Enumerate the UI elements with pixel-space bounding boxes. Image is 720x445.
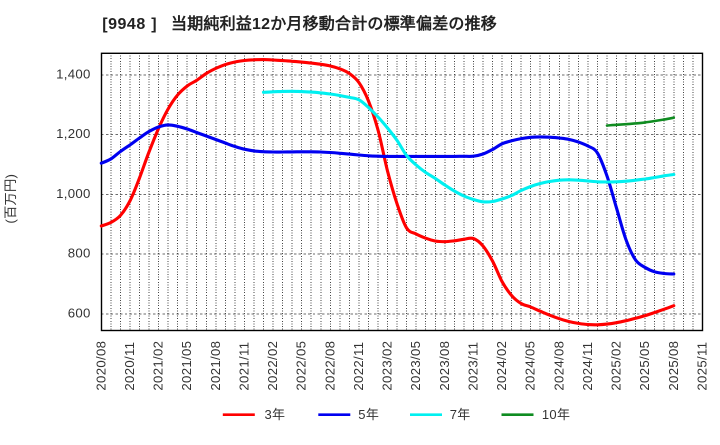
svg-text:600: 600 [68,305,91,320]
svg-text:(百万円): (百万円) [3,174,18,224]
svg-text:5年: 5年 [358,407,379,422]
svg-text:2023/05: 2023/05 [408,341,423,391]
svg-text:1,000: 1,000 [56,186,91,201]
svg-text:2021/02: 2021/02 [151,341,166,391]
svg-text:2024/11: 2024/11 [580,342,595,391]
svg-text:2025/11: 2025/11 [694,342,709,391]
svg-text:2024/02: 2024/02 [494,341,509,391]
svg-text:[9948]当期純利益12か月移動合計の標準偏差の推移: [9948] 当期純利益12か月移動合計の標準偏差の推移 [102,14,497,33]
svg-text:2022/08: 2022/08 [322,341,337,391]
svg-text:1,400: 1,400 [56,67,91,82]
svg-text:2025/08: 2025/08 [666,341,681,391]
svg-text:2024/05: 2024/05 [523,341,538,391]
svg-text:2025/05: 2025/05 [637,341,652,391]
svg-text:2023/08: 2023/08 [437,341,452,391]
svg-text:2021/11: 2021/11 [236,342,251,391]
svg-text:2022/02: 2022/02 [265,341,280,391]
svg-text:2023/02: 2023/02 [380,341,395,391]
svg-text:1,200: 1,200 [56,126,91,141]
svg-text:2021/05: 2021/05 [179,341,194,391]
svg-text:2024/08: 2024/08 [551,341,566,391]
svg-text:2020/08: 2020/08 [93,341,108,391]
svg-text:7年: 7年 [450,407,471,422]
svg-text:2020/11: 2020/11 [122,342,137,391]
svg-text:2022/05: 2022/05 [294,341,309,391]
svg-text:2023/11: 2023/11 [465,342,480,391]
svg-text:2022/11: 2022/11 [351,342,366,391]
svg-text:2025/02: 2025/02 [609,341,624,391]
svg-text:2021/08: 2021/08 [208,341,223,391]
svg-text:800: 800 [68,246,91,261]
svg-text:10年: 10年 [542,407,570,422]
svg-text:3年: 3年 [265,407,286,422]
